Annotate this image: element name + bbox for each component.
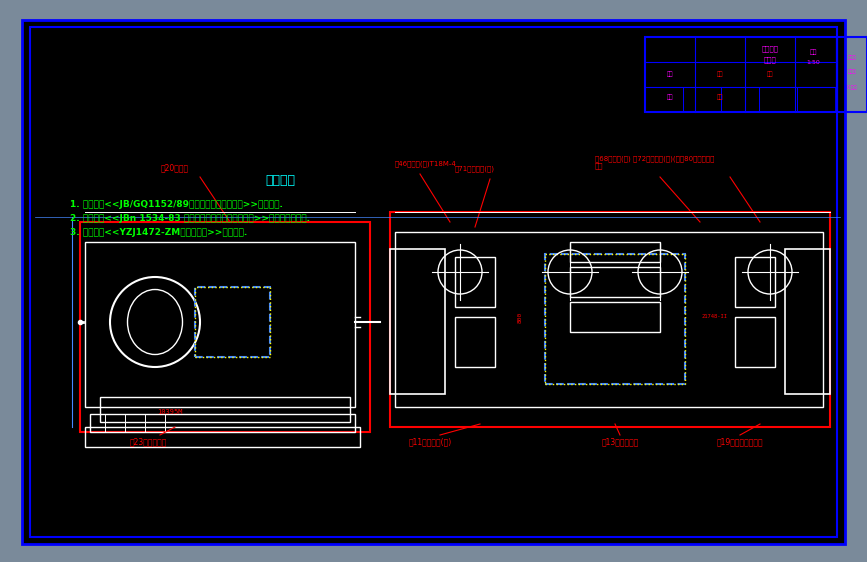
Text: 第19组侧底盘（右）: 第19组侧底盘（右） <box>717 437 763 446</box>
Text: 第20组夹具: 第20组夹具 <box>161 163 189 172</box>
Bar <box>570 242 660 262</box>
Bar <box>545 254 685 384</box>
Bar <box>545 254 685 384</box>
Text: 第71组主铣削(左): 第71组主铣削(左) <box>455 165 495 172</box>
Bar <box>455 317 495 367</box>
Text: 第23组液压滑台: 第23组液压滑台 <box>129 437 166 446</box>
Text: 21748-II: 21748-II <box>702 315 728 320</box>
Text: 比例: 比例 <box>809 49 817 55</box>
Text: 技术要求: 技术要求 <box>265 174 295 187</box>
Text: 第11组侧底盘(左): 第11组侧底盘(左) <box>408 437 452 446</box>
Bar <box>570 302 660 332</box>
Bar <box>90 414 355 432</box>
Text: 0:制本: 0:制本 <box>847 84 857 89</box>
Text: 1:50: 1:50 <box>806 60 820 65</box>
Text: 第68组电机(右) 第72组主铣削(右)(安装80组刃方管（: 第68组电机(右) 第72组主铣削(右)(安装80组刃方管（ <box>595 155 714 162</box>
Text: 右）: 右） <box>595 162 603 169</box>
Bar <box>683 87 721 112</box>
Bar <box>645 37 837 112</box>
Text: 工厂名: 工厂名 <box>848 70 857 75</box>
Bar <box>85 242 355 407</box>
Bar <box>100 397 350 422</box>
Text: 审核: 审核 <box>766 71 773 77</box>
Text: 描图: 描图 <box>667 94 674 100</box>
Bar <box>735 257 775 307</box>
Bar <box>195 287 270 357</box>
Text: 3. 本机床按<<YZJ1472-ZM合格证明书>>进行检验.: 3. 本机床按<<YZJ1472-ZM合格证明书>>进行检验. <box>70 228 247 237</box>
Bar <box>837 37 867 112</box>
Text: 机床总装: 机床总装 <box>761 46 779 52</box>
Text: 800: 800 <box>518 311 523 323</box>
Text: 制图: 制图 <box>717 94 723 100</box>
Text: 2. 本机床按<<JBn 1534-83 组合机床制造与验收技术要求>>进行调试与验收.: 2. 本机床按<<JBn 1534-83 组合机床制造与验收技术要求>>进行调试… <box>70 214 310 223</box>
Bar <box>797 87 835 112</box>
Bar <box>80 222 370 432</box>
Bar <box>195 287 270 357</box>
Text: 比例尺: 比例尺 <box>848 55 857 60</box>
Bar <box>570 267 660 297</box>
Bar <box>455 257 495 307</box>
Bar <box>759 87 797 112</box>
Bar <box>785 249 830 394</box>
Text: 第46组电机(左)T18M-4: 第46组电机(左)T18M-4 <box>395 160 457 167</box>
Bar <box>390 212 830 427</box>
Text: 尺寸图: 尺寸图 <box>764 57 776 64</box>
Bar <box>390 249 445 394</box>
Text: 10395M: 10395M <box>157 409 183 415</box>
Text: 1. 本机床按<<JB/GQ1152/89联合机床安装技术要求>>进行安装.: 1. 本机床按<<JB/GQ1152/89联合机床安装技术要求>>进行安装. <box>70 200 283 209</box>
Bar <box>721 87 759 112</box>
Text: 校对: 校对 <box>717 71 723 77</box>
Bar <box>395 232 823 407</box>
Bar <box>645 87 683 112</box>
Bar <box>85 427 360 447</box>
Text: 设计: 设计 <box>667 71 674 77</box>
Bar <box>735 317 775 367</box>
Text: 第13组中间底盘: 第13组中间底盘 <box>602 437 639 446</box>
